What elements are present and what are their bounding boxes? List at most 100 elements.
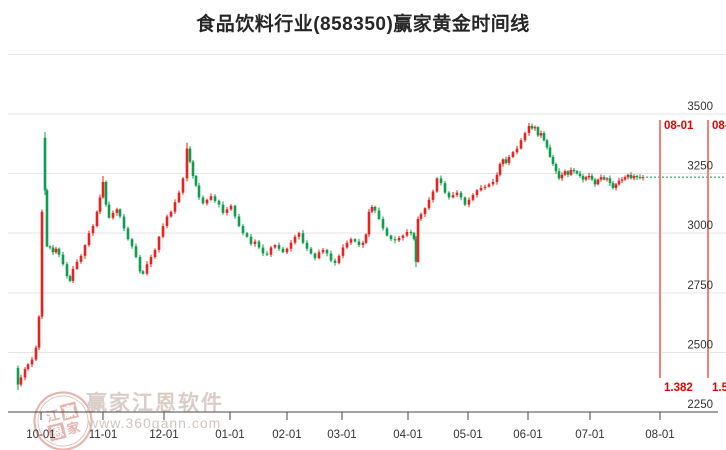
candle[interactable] [285, 247, 289, 255]
candle[interactable] [130, 237, 134, 249]
candle[interactable] [419, 212, 423, 221]
candle[interactable] [337, 254, 341, 265]
candle[interactable] [61, 251, 65, 266]
candle[interactable] [138, 254, 142, 274]
candle[interactable] [641, 175, 645, 181]
candle[interactable] [313, 252, 317, 261]
candle[interactable] [617, 177, 621, 186]
candle[interactable] [79, 254, 83, 264]
candle[interactable] [557, 168, 561, 181]
candle[interactable] [364, 233, 368, 245]
candle[interactable] [393, 236, 397, 244]
candle[interactable] [145, 261, 149, 276]
candle[interactable] [194, 175, 198, 187]
candle[interactable] [153, 248, 157, 259]
candle[interactable] [98, 194, 102, 215]
candle[interactable] [277, 242, 281, 251]
candle[interactable] [632, 174, 636, 181]
candle[interactable] [463, 196, 467, 207]
candle[interactable] [542, 131, 546, 142]
candle[interactable] [501, 158, 505, 167]
candle[interactable] [141, 269, 145, 275]
candle[interactable] [71, 265, 75, 284]
candle[interactable] [115, 207, 119, 216]
candle[interactable] [75, 259, 79, 270]
candle[interactable] [221, 201, 225, 215]
candle[interactable] [107, 201, 111, 219]
candle[interactable] [467, 197, 471, 208]
candle[interactable] [173, 199, 177, 214]
candle[interactable] [401, 234, 405, 241]
candle[interactable] [249, 233, 253, 246]
candle[interactable] [519, 138, 523, 150]
candle[interactable] [545, 139, 549, 150]
candle[interactable] [455, 190, 459, 197]
candle[interactable] [197, 182, 201, 200]
candle[interactable] [37, 315, 41, 351]
candle[interactable] [191, 160, 195, 179]
candle[interactable] [126, 226, 130, 241]
candle[interactable] [273, 244, 277, 249]
candle[interactable] [91, 224, 95, 236]
candle[interactable] [325, 248, 329, 257]
candle[interactable] [578, 170, 582, 178]
candle[interactable] [16, 365, 20, 391]
candle[interactable] [435, 177, 439, 193]
candle[interactable] [405, 229, 409, 238]
candle[interactable] [333, 258, 337, 266]
candle[interactable] [638, 174, 642, 180]
candle[interactable] [575, 170, 579, 175]
candle[interactable] [54, 246, 58, 254]
candle[interactable] [504, 156, 508, 165]
candle[interactable] [451, 191, 455, 199]
candle[interactable] [87, 230, 91, 247]
candle[interactable] [427, 197, 431, 210]
candle[interactable] [560, 172, 564, 181]
candle[interactable] [569, 167, 573, 176]
candle[interactable] [611, 180, 615, 190]
candle[interactable] [447, 191, 451, 200]
candle[interactable] [533, 125, 537, 131]
candle[interactable] [293, 234, 297, 245]
candle[interactable] [45, 188, 49, 248]
candle[interactable] [181, 176, 185, 195]
candle[interactable] [48, 245, 52, 250]
candle[interactable] [26, 363, 30, 371]
candle[interactable] [149, 254, 153, 268]
candle[interactable] [101, 175, 105, 199]
candle[interactable] [389, 234, 393, 242]
candle[interactable] [165, 214, 169, 229]
candle[interactable] [385, 226, 389, 237]
candle[interactable] [605, 177, 609, 182]
candle[interactable] [30, 356, 34, 367]
candle[interactable] [620, 177, 624, 184]
candle[interactable] [161, 223, 165, 239]
candle[interactable] [185, 142, 189, 182]
candle[interactable] [495, 172, 499, 185]
candle[interactable] [83, 244, 87, 259]
candle[interactable] [581, 173, 585, 183]
candle[interactable] [265, 251, 269, 257]
candle[interactable] [602, 175, 606, 181]
candle[interactable] [459, 191, 463, 201]
candle[interactable] [593, 177, 597, 187]
candle[interactable] [65, 262, 69, 279]
candle[interactable] [584, 175, 588, 182]
candle[interactable] [530, 123, 534, 130]
candle[interactable] [269, 245, 273, 258]
candle[interactable] [511, 150, 515, 159]
candle[interactable] [349, 237, 353, 245]
candle[interactable] [111, 210, 115, 220]
candle[interactable] [118, 208, 122, 219]
candle[interactable] [321, 247, 325, 255]
candle[interactable] [353, 238, 357, 243]
candle[interactable] [377, 207, 381, 221]
candle[interactable] [245, 232, 249, 238]
candle[interactable] [507, 155, 511, 166]
candle[interactable] [608, 175, 612, 186]
candle[interactable] [177, 190, 181, 204]
candle[interactable] [134, 243, 138, 259]
candle[interactable] [443, 180, 447, 194]
candle[interactable] [590, 173, 594, 181]
